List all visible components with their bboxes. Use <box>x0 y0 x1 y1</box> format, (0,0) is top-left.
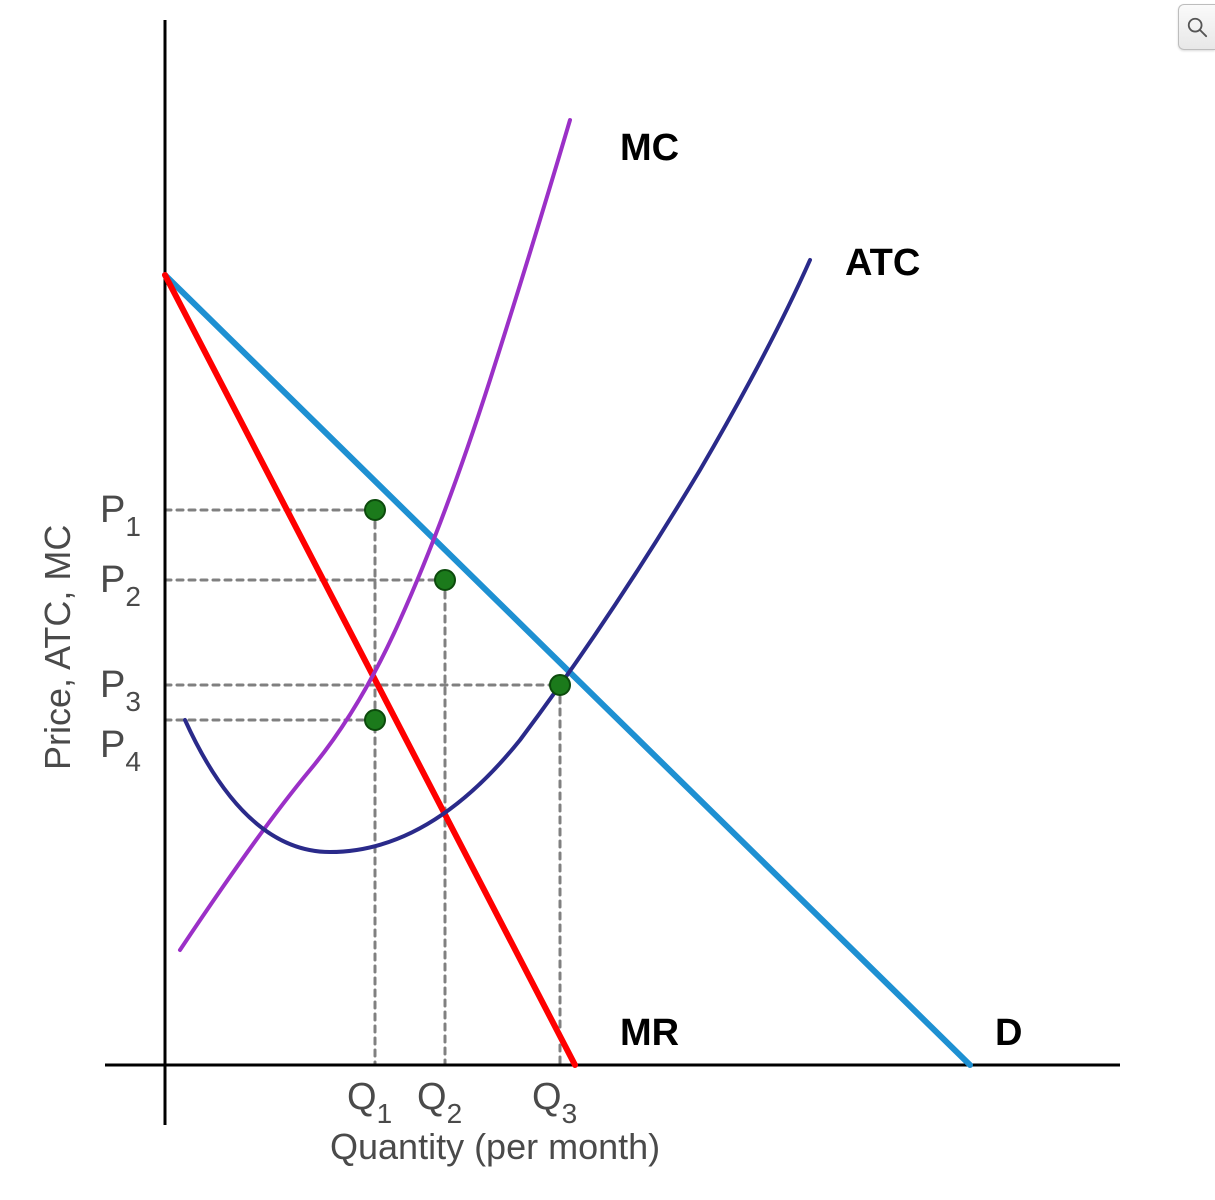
atc-label: ATC <box>845 242 920 284</box>
data-point <box>365 500 385 520</box>
x-axis-label: Quantity (per month) <box>330 1126 660 1167</box>
demand-label: D <box>995 1012 1022 1054</box>
data-point <box>365 710 385 730</box>
data-point <box>435 570 455 590</box>
mr-label: MR <box>620 1012 679 1054</box>
zoom-button[interactable] <box>1178 4 1215 50</box>
magnifier-icon <box>1186 16 1208 38</box>
economics-chart: DMRMCATCP1P2P3P4Q1Q2Q3Quantity (per mont… <box>0 0 1215 1200</box>
y-axis-label: Price, ATC, MC <box>37 525 78 770</box>
mc-label: MC <box>620 127 679 169</box>
data-point <box>550 675 570 695</box>
